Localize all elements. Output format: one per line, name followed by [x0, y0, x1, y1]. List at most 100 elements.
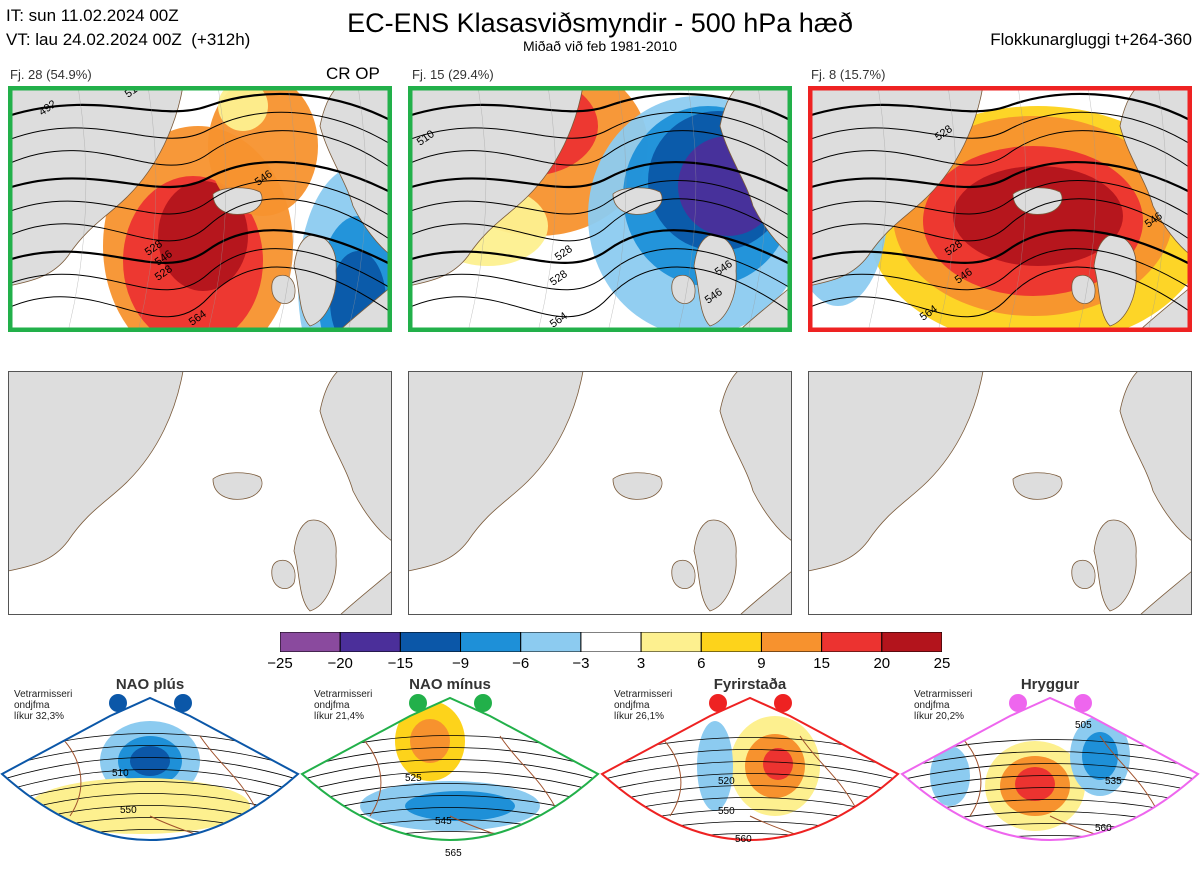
regime-2-info3: líkur 21,4% [314, 711, 365, 722]
regime-2-name: NAO mínus [409, 676, 491, 693]
cluster-3-graticule-1 [867, 86, 887, 332]
regime-3-contour-4 [602, 773, 898, 793]
scale-swatch-3 [399, 631, 462, 653]
regime-2-contour-label-3: 565 [445, 848, 462, 859]
empty-map-1 [8, 371, 392, 615]
cluster-3-contour-5 [808, 179, 1192, 218]
cluster-1-contour-1 [8, 92, 392, 122]
regime-2-contour-label-2: 545 [435, 816, 452, 827]
regime-4-info2: ondjfma [914, 700, 950, 711]
cluster-3-graticule-5 [1147, 86, 1167, 332]
regime-4-anomaly-6 [930, 746, 970, 806]
scale-label-4: −9 [451, 655, 470, 672]
regime-2-anomaly-4 [405, 791, 515, 821]
cluster-3-contour-3 [808, 130, 1192, 170]
cluster-2-contour-6 [408, 198, 792, 242]
regime-3-fan-border [600, 696, 900, 841]
cluster-3-graticule-3 [1007, 86, 1027, 332]
regime-2-fan-border [300, 696, 600, 841]
regime-3-contour-label-2: 550 [718, 806, 735, 817]
regime-1-fan-border [0, 696, 300, 841]
empty-map-3-land-iceland [1012, 472, 1063, 500]
valid-time: VT: lau 24.02.2024 00Z (+312h) [6, 30, 251, 49]
cluster-1-contour-7 [8, 229, 392, 266]
empty-map-2-land-iceland [612, 472, 663, 500]
scale-swatch-2 [339, 631, 401, 653]
cluster-1-contour-6 [8, 198, 392, 242]
regime-1-contour-label-1: 510 [112, 768, 129, 779]
regime-1-info2: ondjfma [14, 700, 50, 711]
cluster-2-contour-4 [408, 161, 792, 194]
scale-label-7: 3 [636, 655, 646, 672]
regime-3-info1: Vetrarmisseri [614, 689, 673, 700]
regime-1-anomaly-3 [130, 746, 170, 776]
empty-map-3 [808, 371, 1192, 615]
empty-map-2-frame [408, 371, 792, 615]
empty-map-3-frame [808, 371, 1192, 615]
empty-map-1-land-ireland [271, 559, 296, 590]
regime-ridge: 505 535 560 Hryggur Vetrarmisseri ondjfma líku… [900, 676, 1200, 871]
regime-2-info2: ondjfma [314, 700, 350, 711]
cluster-3-contour-6 [808, 198, 1192, 242]
empty-map-3-land-ireland [1071, 559, 1096, 590]
regime-4-fan-border [900, 696, 1200, 841]
regime-3-name: Fyrirstaða [713, 676, 787, 693]
empty-map-2-land-ireland [671, 559, 696, 590]
scale-label-11: 20 [873, 655, 891, 672]
cluster-1-label: Fj. 28 (54.9%) [10, 67, 92, 82]
scale-label-3: −15 [387, 655, 414, 672]
regime-1-info1: Vetrarmisseri [14, 689, 73, 700]
cluster-2-contour-8 [408, 248, 792, 291]
scale-label-8: 6 [697, 655, 706, 672]
cluster-3-land-scandinavia [1119, 86, 1192, 257]
scale-swatch-8 [700, 631, 762, 653]
cluster-2-graticule-1 [467, 86, 487, 332]
regime-1-name: NAO plús [115, 676, 185, 693]
cluster-3-contour-1 [808, 92, 1192, 122]
cluster-3-contour-2 [808, 111, 1192, 146]
regime-4-anomaly-3 [1015, 767, 1055, 801]
regime-2-info: Vetrarmisseri ondjfma líkur 21,4% [314, 689, 372, 722]
empty-map-1-land-continent [339, 570, 392, 615]
scale-swatch-1 [279, 631, 341, 653]
regime-nao-plus: 510 550 NAO plús Vetrarmisseri ondjfma líkur … [0, 676, 300, 871]
regime-2-contour-4 [302, 771, 598, 793]
cluster-2-label: Fj. 15 (29.4%) [412, 67, 494, 82]
regime-1-contour-2 [2, 745, 298, 769]
empty-map-3-land-continent [1139, 570, 1192, 615]
cluster-1-border [8, 86, 392, 332]
regime-3-anomaly-4 [697, 721, 733, 811]
cluster-2-contour-7 [408, 229, 792, 266]
cluster-1-contour-9 [8, 266, 392, 318]
regime-4-coastline [959, 735, 1161, 840]
regime-4-marker-1 [1009, 694, 1027, 712]
cluster-1-graticule-3 [207, 86, 227, 332]
regime-4-contour-label-3: 560 [1095, 823, 1112, 834]
cluster-1-land-scandinavia [319, 86, 392, 257]
cluster-3-border [808, 86, 1192, 332]
cluster-3-contour-9 [808, 266, 1192, 318]
regime-2-coastline [359, 735, 561, 840]
cluster-1-graticule-5 [347, 86, 367, 332]
empty-map-2-land-scandinavia [719, 371, 792, 542]
cluster-3-label: Fj. 8 (15.7%) [811, 67, 886, 82]
scale-label-10: 15 [813, 655, 830, 672]
regime-4-contour-2 [902, 751, 1198, 769]
cluster-2-land-ireland [671, 274, 696, 305]
cluster-2-contour-5 [408, 179, 792, 218]
regime-3-contour-2 [602, 749, 898, 769]
chart-title: EC-ENS Klasasviðsmyndir - 500 hPa hæð [347, 8, 853, 38]
regime-3-contour-5 [602, 785, 898, 805]
regime-3-contour-3 [602, 761, 898, 781]
regime-4-contour-label-2: 535 [1105, 776, 1122, 787]
regime-4-info: Vetrarmisseri ondjfma líkur 20,2% [914, 689, 972, 722]
regime-3-info2: ondjfma [614, 700, 650, 711]
cluster-2-contour-3 [408, 130, 792, 170]
cluster-2-graticule-2 [537, 86, 557, 332]
regime-3-anomaly-3 [763, 748, 793, 780]
regime-2-info1: Vetrarmisseri [314, 689, 373, 700]
regime-1-marker-2 [174, 694, 192, 712]
regime-4-contour-9 [902, 835, 1198, 840]
clustering-window: Flokkunargluggi t+264-360 [990, 30, 1192, 49]
regime-3-contour-label-1: 520 [718, 776, 735, 787]
